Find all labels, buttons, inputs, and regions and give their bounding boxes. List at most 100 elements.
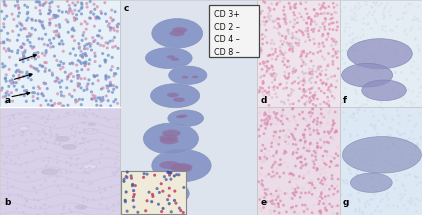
Point [282,15,289,18]
Ellipse shape [341,63,393,87]
Point [303,162,310,166]
Point [310,52,316,55]
Point [19,24,25,27]
Point [415,26,422,30]
Point [110,88,117,91]
Point [114,29,121,33]
Point [109,46,116,49]
Point [327,17,334,21]
Point [279,120,286,123]
Point [314,75,321,78]
Point [88,181,95,184]
Point [176,173,182,177]
Point [290,68,297,71]
Ellipse shape [152,149,211,182]
Ellipse shape [160,137,179,144]
Point [280,108,287,112]
Point [339,56,346,60]
Point [68,182,74,186]
Point [108,68,114,72]
Point [271,78,278,81]
Point [293,204,300,208]
Point [78,103,85,106]
Point [319,144,326,147]
Point [20,42,27,45]
Point [317,172,324,176]
Point [9,113,16,116]
Point [52,14,59,17]
Point [266,117,273,120]
Point [385,9,392,13]
Point [308,28,315,31]
Point [3,155,9,158]
Point [98,153,105,156]
Point [268,192,274,196]
Point [54,134,60,137]
Point [377,209,384,213]
Point [314,120,321,123]
Point [260,143,266,147]
Point [88,42,95,46]
Point [400,11,407,15]
Point [319,55,326,58]
Point [17,45,24,49]
Point [55,114,62,117]
Point [362,90,369,94]
Point [57,102,64,105]
Point [111,161,118,165]
Point [1,161,8,164]
Point [88,48,95,52]
Point [347,156,354,159]
Point [288,208,295,211]
Point [401,29,408,33]
Point [366,149,373,153]
Point [259,179,265,182]
Point [265,14,272,18]
Ellipse shape [169,66,207,84]
Point [258,51,265,54]
Point [279,113,286,117]
Point [329,135,336,139]
Point [29,91,36,94]
Ellipse shape [176,115,184,118]
Point [79,98,86,101]
Point [298,155,305,159]
Point [260,0,267,3]
Point [42,82,49,85]
Point [260,184,266,187]
Point [380,15,387,18]
Point [21,27,27,30]
Point [389,152,396,155]
Point [33,0,40,4]
Point [146,190,152,194]
Point [292,143,299,146]
Point [263,117,270,120]
Point [311,118,318,122]
Point [18,22,24,26]
Point [58,39,65,43]
Point [160,189,166,193]
Point [323,68,330,72]
Point [155,203,162,206]
Point [371,208,378,211]
Point [403,99,409,103]
Point [107,28,114,32]
Point [260,94,267,97]
Point [57,67,64,71]
Point [75,59,81,62]
Point [333,40,340,44]
Point [288,44,295,48]
Point [367,122,373,126]
Point [299,96,306,99]
Point [326,187,333,191]
Point [37,205,44,209]
Ellipse shape [56,137,70,141]
Point [298,64,305,68]
Point [67,7,73,10]
Point [300,133,306,137]
Point [129,183,136,186]
Point [333,184,340,188]
Point [82,108,89,111]
Point [265,54,271,57]
Point [54,14,61,18]
